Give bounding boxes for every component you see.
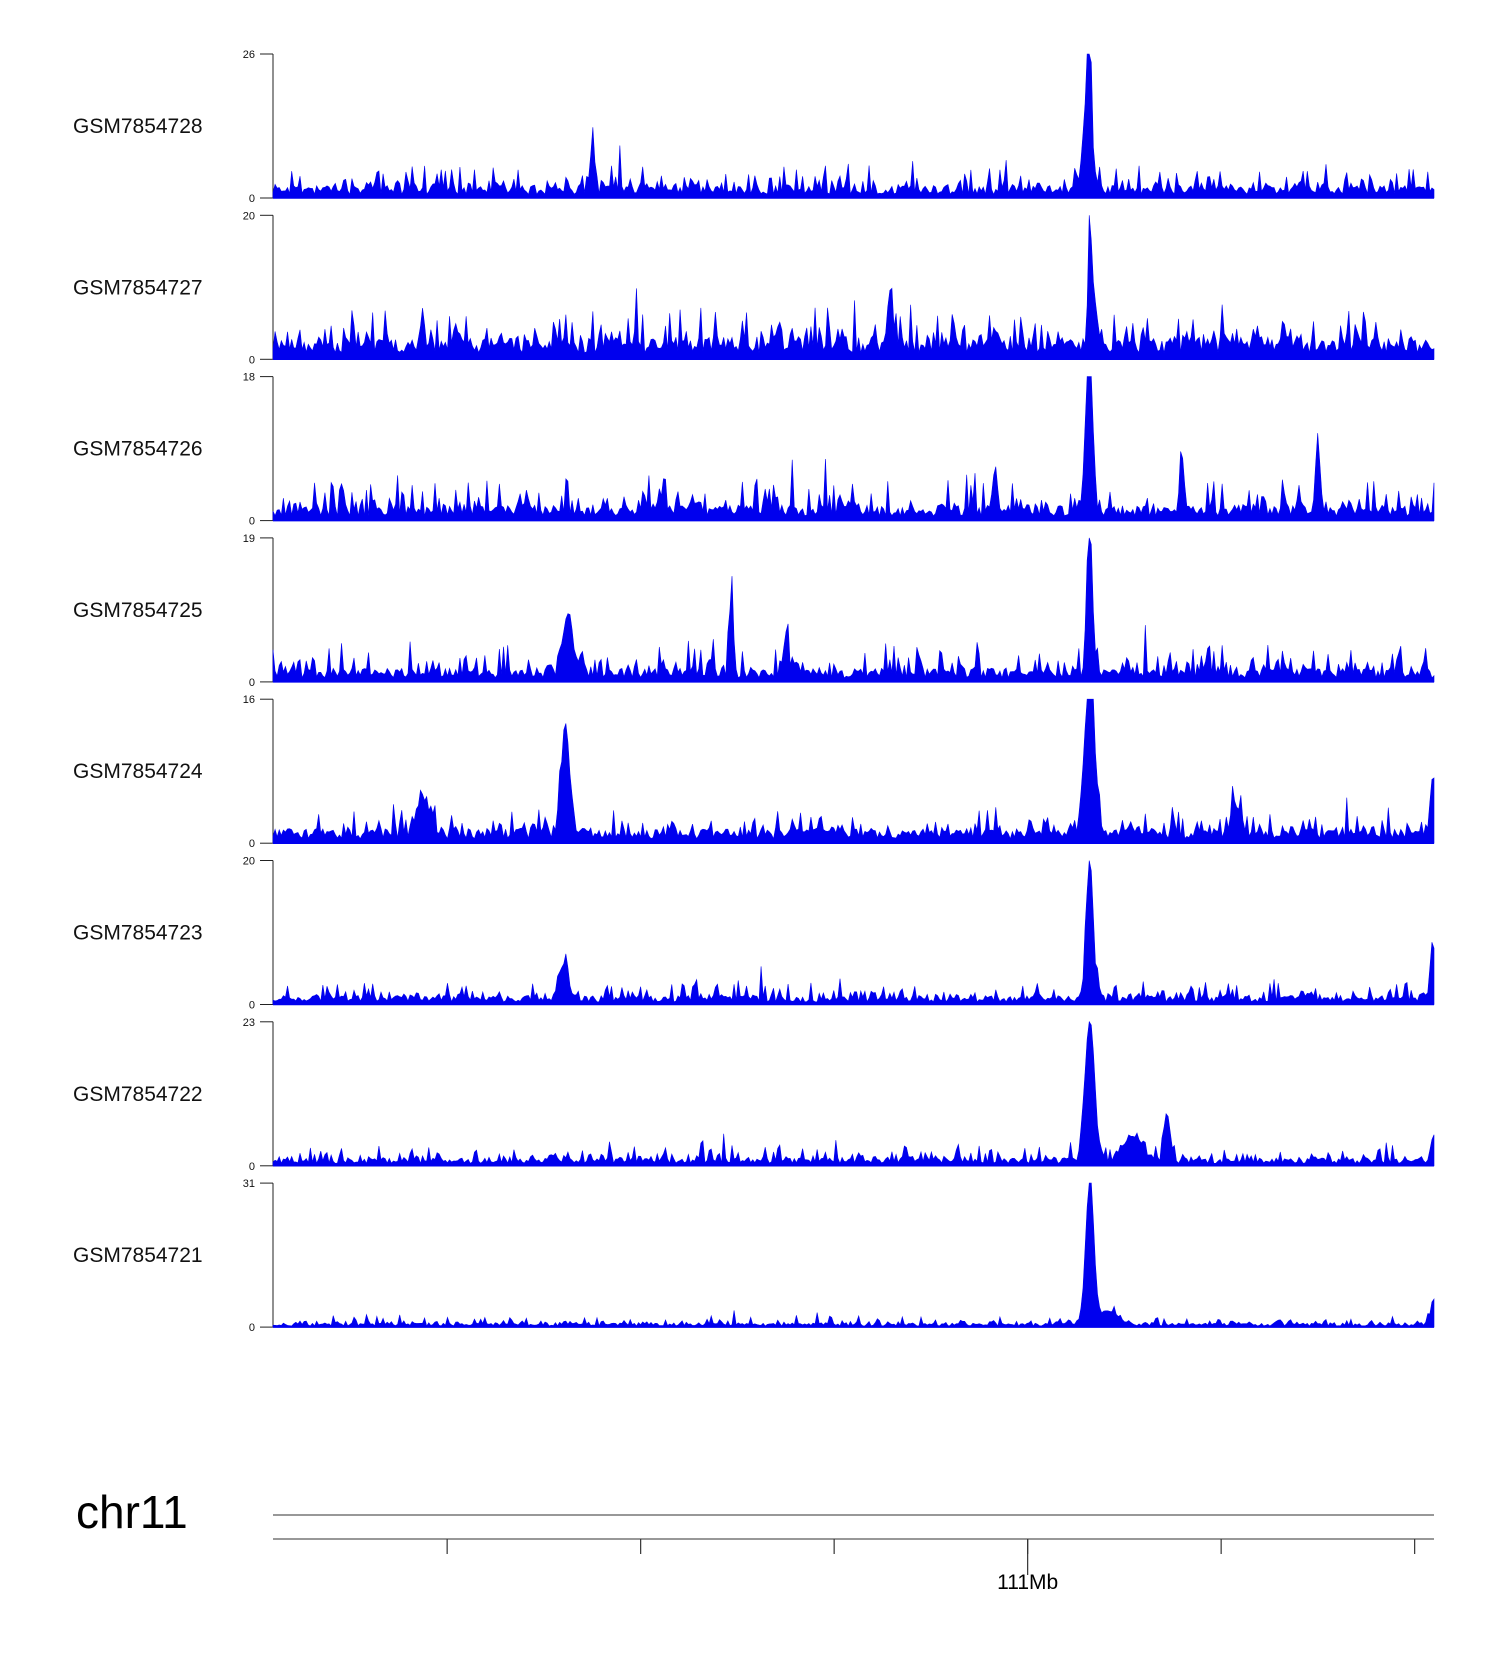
y-max-label: 26 xyxy=(243,49,255,61)
coverage-area xyxy=(272,53,1435,199)
axis-tick-label: 111Mb xyxy=(997,1571,1058,1594)
track-label: GSM7854727 xyxy=(73,276,203,299)
track-label: GSM7854724 xyxy=(73,760,203,783)
y-min-label: 0 xyxy=(249,1000,255,1012)
chromosome-label: chr11 xyxy=(76,1486,188,1538)
track-GSM7854728: GSM7854728 26 0 xyxy=(73,49,1435,205)
track-GSM7854722: GSM7854722 23 0 xyxy=(73,1017,1435,1173)
track-label: GSM7854723 xyxy=(73,922,203,945)
coverage-area xyxy=(272,860,1435,1005)
track-label: GSM7854725 xyxy=(73,599,203,622)
track-label: GSM7854728 xyxy=(73,115,203,138)
y-min-label: 0 xyxy=(249,516,255,528)
y-max-label: 20 xyxy=(243,210,255,222)
y-min-label: 0 xyxy=(249,354,255,366)
track-GSM7854723: GSM7854723 20 0 xyxy=(73,856,1435,1012)
track-label: GSM7854722 xyxy=(73,1083,203,1106)
coverage-area xyxy=(272,376,1435,521)
y-min-label: 0 xyxy=(249,193,255,205)
track-GSM7854724: GSM7854724 16 0 xyxy=(73,694,1435,850)
track-GSM7854721: GSM7854721 31 0 xyxy=(73,1178,1435,1334)
track-GSM7854726: GSM7854726 18 0 xyxy=(73,372,1435,528)
y-max-label: 16 xyxy=(243,694,255,706)
track-label: GSM7854721 xyxy=(73,1244,203,1267)
coverage-area xyxy=(272,1020,1435,1167)
chromosome-axis: chr11 111Mb xyxy=(76,1486,1434,1594)
coverage-area xyxy=(272,537,1435,683)
y-max-label: 18 xyxy=(243,372,255,384)
coverage-area xyxy=(272,698,1435,844)
coverage-tracks: GSM7854728260GSM7854727200GSM7854726180G… xyxy=(73,49,1435,1334)
y-min-label: 0 xyxy=(249,1322,255,1334)
y-max-label: 20 xyxy=(243,856,255,868)
y-max-label: 31 xyxy=(243,1178,255,1190)
track-GSM7854727: GSM7854727 20 0 xyxy=(73,210,1435,366)
y-min-label: 0 xyxy=(249,1161,255,1173)
y-min-label: 0 xyxy=(249,838,255,850)
track-label: GSM7854726 xyxy=(73,438,203,461)
y-min-label: 0 xyxy=(249,677,255,689)
track-GSM7854725: GSM7854725 19 0 xyxy=(73,533,1435,689)
coverage-area xyxy=(272,1182,1435,1328)
y-max-label: 19 xyxy=(243,533,255,545)
coverage-area xyxy=(272,215,1435,360)
y-max-label: 23 xyxy=(243,1017,255,1029)
